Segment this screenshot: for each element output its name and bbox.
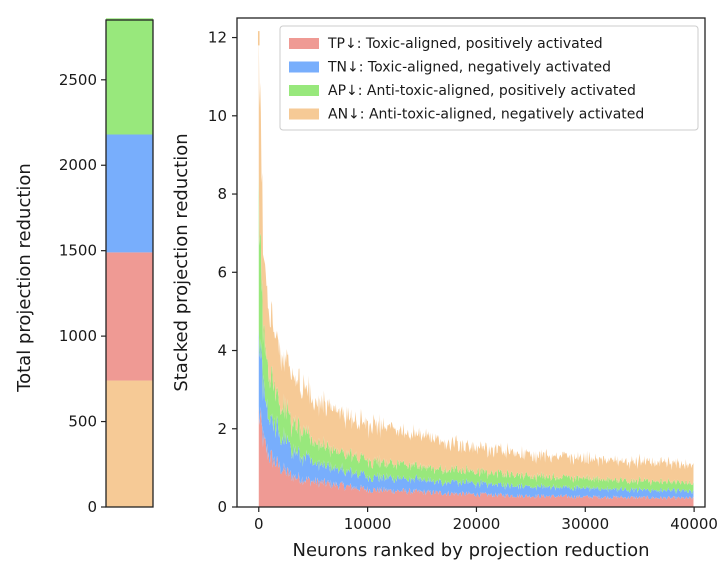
legend-swatch-AP: [289, 85, 319, 96]
x-tick-label: 10000: [344, 515, 392, 533]
bar-segment-TN: [106, 134, 153, 253]
y-tick-label: 2: [217, 420, 227, 438]
legend-swatch-TP: [289, 38, 319, 49]
total-bar-frame: [105, 19, 154, 508]
stacked-area-y-ticks: 0 2 4 6 8 10 12: [208, 29, 237, 516]
total-bar-segments: [106, 18, 153, 507]
bar-segment-AN: [106, 380, 153, 507]
area-series-AP: [258, 172, 694, 495]
total-bar-y-axis-label: Total projection reduction: [14, 163, 35, 393]
bar-segment-AP: [106, 18, 153, 135]
y-tick-label: 4: [217, 342, 227, 360]
y-tick-label: 0: [87, 498, 97, 516]
stacked-area-y-axis-label: Stacked projection reduction: [171, 133, 192, 391]
legend-swatch-TN: [289, 61, 319, 73]
area-series-TP: [258, 406, 694, 507]
y-tick-label: 1500: [59, 242, 97, 260]
y-tick-label: 500: [68, 413, 97, 431]
y-tick-label: 8: [217, 185, 227, 203]
stacked-area-frame: [236, 17, 706, 508]
legend-label-AP: AP↓: Anti-toxic-aligned, positively acti…: [328, 83, 636, 99]
legend-box: [279, 25, 699, 131]
x-tick-label: 40000: [670, 515, 718, 533]
legend-label-TP: TP↓: Toxic-aligned, positively activated: [327, 36, 603, 52]
y-tick-label: 2500: [59, 71, 97, 89]
total-bar-panel: 0 500 1000 1500 2000 2500 Total projection re…: [14, 18, 154, 516]
legend: TP↓: Toxic-aligned, positively activated…: [279, 25, 699, 131]
x-tick-label: 0: [254, 515, 264, 533]
legend-label-AN: AN↓: Anti-toxic-aligned, negatively acti…: [328, 107, 644, 123]
x-tick-label: 20000: [453, 515, 501, 533]
total-bar-y-ticks: 0 500 1000 1500 2000 2500: [59, 71, 106, 516]
stacked-area-panel: 0 2 4 6 8 10 12 0 10000 20000 30000 40000 Stacked …: [171, 17, 718, 561]
y-tick-label: 1000: [59, 327, 97, 345]
y-tick-label: 0: [217, 498, 227, 516]
legend-label-TN: TN↓: Toxic-aligned, negatively activated: [327, 60, 611, 76]
x-tick-label: 30000: [561, 515, 609, 533]
stacked-area-x-axis-label: Neurons ranked by projection reduction: [292, 540, 649, 561]
legend-swatch-AN: [289, 108, 319, 120]
y-tick-label: 10: [208, 107, 227, 125]
stacked-area-x-ticks: 0 10000 20000 30000 40000: [254, 507, 718, 533]
stacked-area-series: [257, 31, 694, 507]
y-tick-label: 6: [217, 263, 227, 281]
bar-segment-TP: [106, 252, 153, 381]
y-tick-label: 2000: [59, 156, 97, 174]
y-tick-label: 12: [208, 29, 227, 47]
